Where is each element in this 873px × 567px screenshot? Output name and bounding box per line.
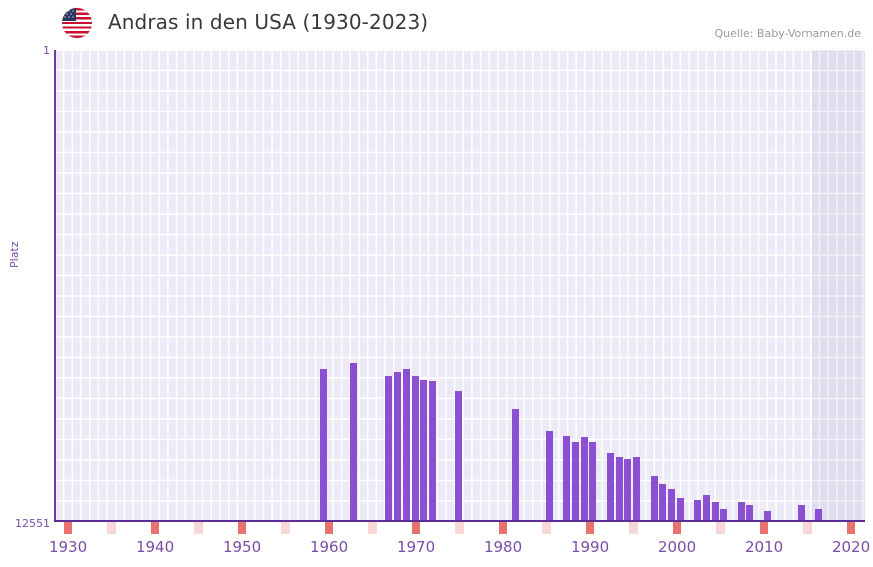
x-tick-major-2000 bbox=[672, 522, 682, 534]
bar-1972[interactable] bbox=[403, 369, 411, 521]
bar-1997[interactable] bbox=[616, 457, 624, 521]
x-tick-major-2020 bbox=[846, 522, 856, 534]
x-tick-major-1970 bbox=[411, 522, 421, 534]
x-axis-tick-label-2010: 2010 bbox=[744, 538, 784, 556]
x-tick-major-2010 bbox=[759, 522, 769, 534]
x-tick-major-1990 bbox=[585, 522, 595, 534]
chart-header: Andras in den USA (1930-2023) Quelle: Ba… bbox=[0, 0, 873, 44]
bar-1998[interactable] bbox=[624, 459, 632, 521]
bar-2012[interactable] bbox=[746, 505, 754, 521]
shaded-future-region bbox=[811, 50, 865, 521]
bar-1976[interactable] bbox=[429, 381, 437, 521]
x-tick-minor-1965 bbox=[368, 522, 377, 534]
bar-1985[interactable] bbox=[512, 409, 520, 521]
bar-2002[interactable] bbox=[659, 484, 667, 521]
x-tick-minor-1975 bbox=[455, 522, 464, 534]
bar-2020[interactable] bbox=[815, 509, 823, 521]
bar-1974[interactable] bbox=[420, 380, 428, 521]
bar-2008[interactable] bbox=[712, 502, 720, 521]
x-tick-minor-1985 bbox=[542, 522, 551, 534]
page-title: Andras in den USA (1930-2023) bbox=[108, 10, 429, 34]
y-axis-top-tick: 1 bbox=[0, 44, 50, 58]
x-axis-tick-label-1930: 1930 bbox=[48, 538, 88, 556]
y-axis-tick-label-top: 1 bbox=[43, 44, 50, 57]
x-tick-minor-1995 bbox=[629, 522, 638, 534]
x-axis-tick-label-1950: 1950 bbox=[222, 538, 262, 556]
bar-2003[interactable] bbox=[668, 489, 676, 521]
x-axis-tick-label-2000: 2000 bbox=[657, 538, 697, 556]
bar-2014[interactable] bbox=[764, 511, 772, 521]
bar-1991[interactable] bbox=[563, 436, 571, 521]
y-axis-title: Platz bbox=[8, 241, 21, 268]
bar-1989[interactable] bbox=[546, 431, 554, 521]
bar-2001[interactable] bbox=[651, 476, 659, 521]
bar-1994[interactable] bbox=[589, 442, 597, 521]
bar-2004[interactable] bbox=[677, 498, 685, 521]
x-tick-minor-1945 bbox=[194, 522, 203, 534]
x-axis-tick-label-1990: 1990 bbox=[570, 538, 610, 556]
x-tick-minor-1955 bbox=[281, 522, 290, 534]
bar-1992[interactable] bbox=[572, 442, 580, 521]
x-axis-tick-label-1940: 1940 bbox=[135, 538, 175, 556]
bar-1996[interactable] bbox=[607, 453, 615, 521]
x-tick-minor-1935 bbox=[107, 522, 116, 534]
bar-1973[interactable] bbox=[412, 376, 420, 521]
x-tick-major-1960 bbox=[324, 522, 334, 534]
bar-2011[interactable] bbox=[738, 502, 746, 521]
bar-1993[interactable] bbox=[581, 437, 589, 521]
x-tick-major-1940 bbox=[150, 522, 160, 534]
y-axis-bottom-tick: 12551 bbox=[0, 516, 50, 530]
bar-1965[interactable] bbox=[350, 363, 358, 521]
x-axis-tick-label-1970: 1970 bbox=[396, 538, 436, 556]
bar-1962[interactable] bbox=[320, 369, 328, 521]
x-axis-tick-label-2020: 2020 bbox=[831, 538, 871, 556]
bar-1999[interactable] bbox=[633, 457, 641, 521]
bar-1970[interactable] bbox=[385, 376, 393, 521]
bar-1978[interactable] bbox=[455, 391, 463, 521]
flag-canton bbox=[62, 8, 76, 21]
bar-2018[interactable] bbox=[798, 505, 806, 521]
x-axis-tick-label-1980: 1980 bbox=[483, 538, 523, 556]
x-tick-minor-2005 bbox=[716, 522, 725, 534]
x-axis-tick-label-1960: 1960 bbox=[309, 538, 349, 556]
x-tick-major-1980 bbox=[498, 522, 508, 534]
bar-2006[interactable] bbox=[694, 500, 702, 521]
bar-2009[interactable] bbox=[720, 509, 728, 521]
x-tick-minor-2015 bbox=[803, 522, 812, 534]
x-tick-major-1930 bbox=[63, 522, 73, 534]
x-axis-line bbox=[54, 520, 865, 522]
y-axis-tick-label-bottom: 12551 bbox=[15, 517, 50, 530]
y-axis-line bbox=[54, 50, 56, 521]
bar-1971[interactable] bbox=[394, 372, 402, 521]
us-flag-icon bbox=[62, 8, 92, 38]
bar-2007[interactable] bbox=[703, 495, 711, 521]
chart-plot-area bbox=[55, 50, 865, 521]
x-tick-major-1950 bbox=[237, 522, 247, 534]
source-attribution: Quelle: Baby-Vornamen.de bbox=[714, 27, 861, 40]
